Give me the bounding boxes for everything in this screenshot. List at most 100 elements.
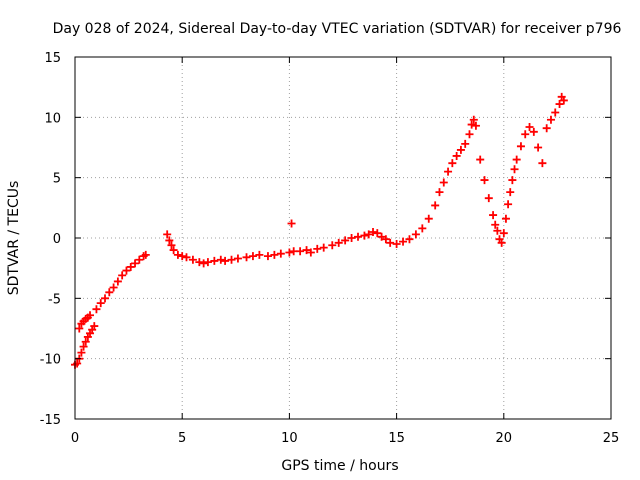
data-points: [71, 92, 568, 369]
data-point: [276, 249, 285, 258]
data-point: [135, 255, 144, 264]
data-point: [508, 176, 517, 185]
y-tick-label: 15: [44, 51, 61, 66]
x-tick-label: 25: [603, 431, 620, 446]
data-point: [354, 232, 363, 241]
data-point: [369, 227, 378, 236]
data-point: [141, 250, 150, 259]
grid: [75, 57, 611, 419]
data-point: [493, 226, 502, 235]
data-point: [90, 322, 99, 331]
data-point: [467, 120, 476, 129]
data-point: [469, 115, 478, 124]
data-point: [497, 238, 506, 247]
data-point: [118, 271, 127, 280]
data-point: [169, 246, 178, 255]
data-point: [377, 232, 386, 241]
data-point: [101, 294, 110, 303]
data-point: [328, 241, 337, 250]
data-point: [476, 155, 485, 164]
data-point: [392, 240, 401, 249]
data-point: [364, 230, 373, 239]
data-point: [109, 283, 118, 292]
y-axis-title: SDTVAR / TECUs: [6, 181, 22, 296]
data-point: [227, 255, 236, 264]
data-point: [347, 234, 356, 242]
data-point: [521, 130, 530, 139]
data-point: [506, 188, 515, 197]
data-point: [538, 159, 547, 168]
data-point: [341, 236, 350, 245]
data-point: [221, 256, 230, 265]
data-point: [491, 220, 500, 229]
y-tick-label: -10: [40, 353, 61, 368]
data-point: [302, 246, 311, 255]
data-point: [270, 250, 279, 259]
x-tick-label: 0: [71, 431, 79, 446]
x-tick-label: 20: [496, 431, 513, 446]
x-tick-label: 5: [178, 431, 186, 446]
data-point: [484, 194, 493, 203]
data-point: [489, 211, 498, 220]
data-point: [546, 115, 555, 124]
data-point: [210, 256, 219, 265]
data-point: [73, 359, 82, 368]
data-point: [75, 324, 84, 333]
data-point: [471, 121, 480, 130]
data-point: [461, 139, 470, 148]
data-point: [424, 214, 433, 223]
data-point: [534, 143, 543, 152]
data-point: [381, 235, 390, 244]
data-point: [216, 255, 225, 264]
data-point: [542, 124, 551, 133]
data-point: [525, 122, 534, 131]
tick-labels: 0 5 10 15 20 25 -15 -10 -5 0 5 10 15: [40, 51, 620, 446]
data-point: [86, 311, 95, 320]
data-point: [529, 127, 538, 136]
chart-title: Day 028 of 2024, Sidereal Day-to-day VTE…: [53, 21, 622, 37]
data-point: [131, 259, 140, 268]
data-point: [373, 229, 382, 238]
data-point: [203, 258, 212, 267]
data-point: [122, 266, 131, 275]
data-point: [113, 277, 122, 286]
data-point: [195, 258, 204, 267]
data-point: [559, 96, 568, 105]
data-point: [411, 230, 420, 239]
data-point: [105, 288, 114, 297]
x-tick-label: 15: [388, 431, 405, 446]
data-point: [313, 244, 322, 253]
data-point: [399, 237, 408, 246]
data-point: [512, 155, 521, 164]
data-point: [182, 253, 191, 262]
data-point: [81, 337, 90, 346]
data-point: [287, 219, 296, 228]
y-tick-label: 5: [53, 172, 61, 187]
data-point: [465, 130, 474, 139]
data-point: [418, 224, 427, 233]
data-point: [165, 236, 174, 245]
y-tick-label: -15: [40, 413, 61, 428]
data-point: [439, 178, 448, 187]
y-tick-label: 10: [44, 111, 61, 126]
data-point: [199, 259, 208, 268]
x-tick-label: 10: [281, 431, 298, 446]
y-tick-label: -5: [48, 292, 61, 307]
data-point: [296, 247, 305, 256]
data-point: [77, 348, 86, 357]
data-point: [167, 241, 176, 250]
data-point: [501, 214, 510, 223]
data-point: [178, 252, 187, 261]
data-point: [79, 342, 88, 351]
data-point: [499, 229, 508, 238]
data-point: [92, 305, 101, 314]
data-point: [285, 248, 294, 257]
data-point: [456, 145, 465, 154]
data-point: [173, 250, 182, 259]
data-point: [248, 252, 257, 261]
data-point: [435, 188, 444, 197]
data-point: [452, 151, 461, 160]
data-point: [360, 231, 369, 240]
data-point: [444, 167, 453, 176]
